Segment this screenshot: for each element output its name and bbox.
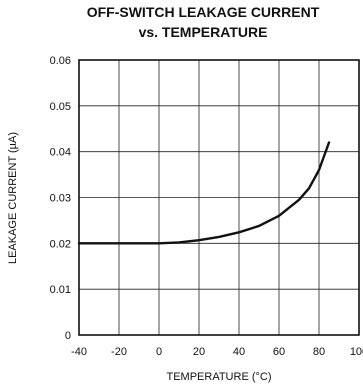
y-axis-label: LEAKAGE CURRENT (µA) bbox=[7, 132, 19, 264]
y-tick-label: 0.04 bbox=[50, 147, 71, 159]
chart-title-line-2: vs. TEMPERATURE bbox=[139, 24, 268, 40]
x-tick-label: 40 bbox=[233, 346, 245, 358]
grid bbox=[79, 60, 359, 335]
y-tick-label: 0 bbox=[65, 330, 71, 342]
tick-labels: -40 -20 0 20 40 60 80 100 0 0.01 0.02 0.03 0.04 0.05 0… bbox=[50, 55, 363, 358]
plot-frame bbox=[78, 59, 360, 336]
x-tick-label: 0 bbox=[156, 346, 162, 358]
series bbox=[77, 141, 331, 245]
y-tick-label: 0.05 bbox=[50, 101, 71, 113]
x-tick-label: -40 bbox=[71, 346, 87, 358]
chart-title-line-1: OFF-SWITCH LEAKAGE CURRENT bbox=[87, 4, 320, 20]
x-tick-label: 100 bbox=[350, 346, 363, 358]
x-tick-label: 80 bbox=[313, 346, 325, 358]
y-tick-label: 0.01 bbox=[50, 284, 71, 296]
y-tick-label: 0.02 bbox=[50, 238, 71, 250]
x-tick-label: -20 bbox=[111, 346, 127, 358]
x-tick-label: 60 bbox=[273, 346, 285, 358]
y-tick-label: 0.06 bbox=[50, 55, 71, 67]
x-tick-label: 20 bbox=[193, 346, 205, 358]
y-tick-label: 0.03 bbox=[50, 193, 71, 205]
series-line bbox=[77, 141, 331, 245]
x-axis-label: TEMPERATURE (°C) bbox=[166, 371, 271, 383]
